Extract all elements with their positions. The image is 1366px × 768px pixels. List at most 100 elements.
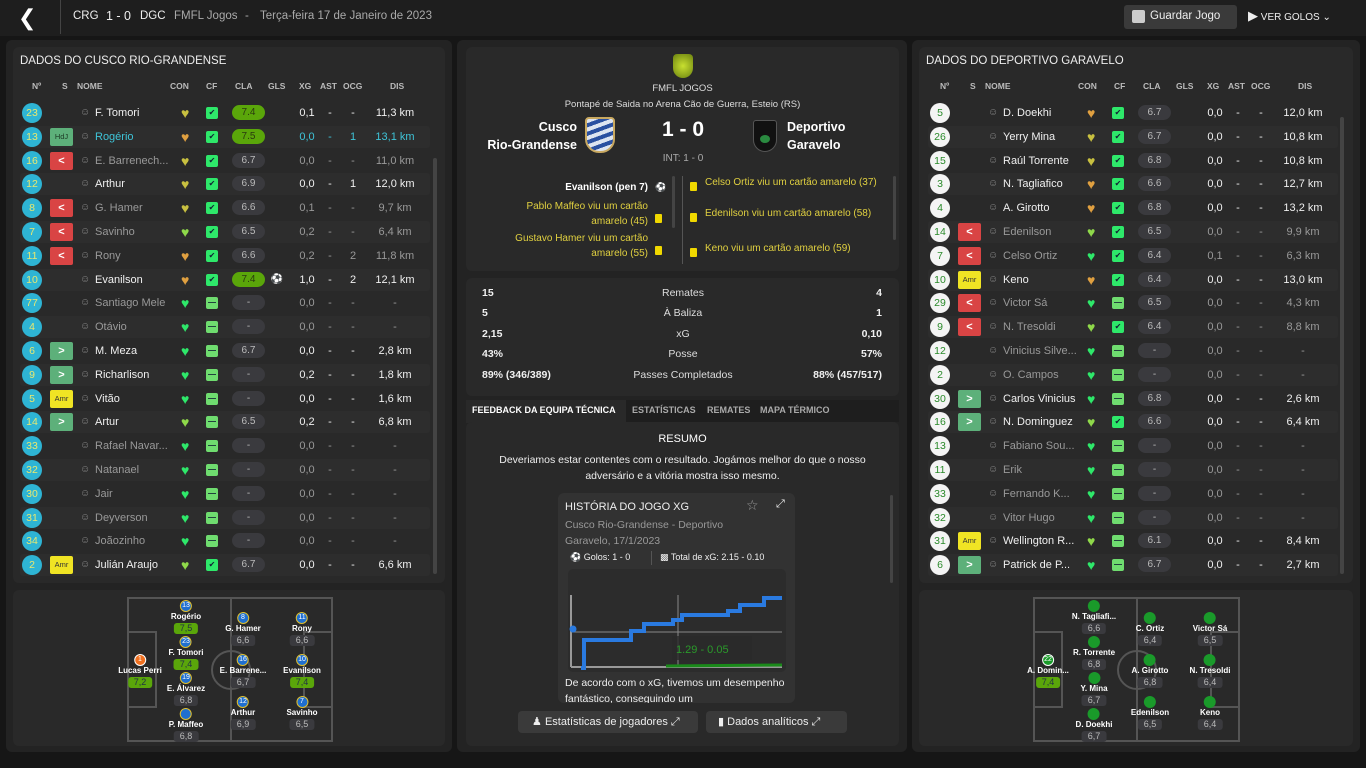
away-scrollbar[interactable] bbox=[1340, 117, 1344, 574]
column-header-xg[interactable]: XG bbox=[1207, 81, 1220, 91]
away-events-scrollbar[interactable] bbox=[893, 176, 896, 240]
player-name[interactable]: Richarlison bbox=[95, 368, 150, 381]
lineup-player[interactable]: Edenilson 6,5 bbox=[1131, 696, 1169, 730]
lineup-player[interactable]: 11 Rony 6,6 bbox=[289, 612, 315, 646]
player-name[interactable]: Edenilson bbox=[1003, 226, 1052, 238]
column-header-ast[interactable]: AST bbox=[1228, 81, 1245, 91]
player-name[interactable]: Fabiano Sou... bbox=[1003, 440, 1075, 453]
lineup-player[interactable]: P. Maffeo 6,8 bbox=[169, 708, 203, 742]
column-header-num[interactable]: Nº bbox=[940, 81, 950, 91]
lineup-player[interactable]: 7 Savinho 6,5 bbox=[286, 696, 318, 730]
lineup-player[interactable]: 13 Rogério 7,5 bbox=[171, 600, 201, 634]
lineup-player[interactable]: 10 Evanilson 7,4 bbox=[283, 654, 321, 688]
player-row[interactable]: 8 < ☺ G. Hamer ♥ ✔ 6.6 0,1 - - 9,7 km bbox=[20, 197, 430, 219]
player-name[interactable]: M. Meza bbox=[95, 345, 138, 357]
column-header-gls[interactable]: GLS bbox=[1176, 81, 1194, 91]
player-row[interactable]: 13 HdJ ☺ Rogério ♥ ✔ 7.5 0,0 - 1 13,1 km bbox=[20, 125, 430, 148]
player-row[interactable]: 6 > ☺ Patrick de P... ♥ — 6.7 0,0 - - 2,… bbox=[928, 554, 1338, 577]
column-header-con[interactable]: CON bbox=[170, 81, 189, 91]
player-row[interactable]: 10 Amr ☺ Keno ♥ ✔ 6.4 0,0 - - 13,0 km bbox=[928, 268, 1338, 291]
player-row[interactable]: 31 Amr ☺ Wellington R... ♥ — 6.1 0,0 - -… bbox=[928, 530, 1338, 552]
column-header-cla[interactable]: CLA bbox=[1143, 81, 1161, 91]
column-header-name[interactable]: NOME bbox=[77, 81, 103, 91]
tab-statistics[interactable]: ESTATÍSTICAS bbox=[632, 405, 696, 415]
away-team-name[interactable]: Deportivo Garavelo bbox=[787, 118, 897, 154]
player-name[interactable]: Fernando K... bbox=[1003, 487, 1070, 500]
player-name[interactable]: Artur bbox=[95, 416, 119, 429]
player-name[interactable]: Celso Ortiz bbox=[1003, 249, 1058, 262]
player-name[interactable]: Wellington R... bbox=[1003, 535, 1075, 548]
player-row[interactable]: 15 ☺ Raúl Torrente ♥ ✔ 6.8 0,0 - - 10,8 … bbox=[928, 150, 1338, 172]
feedback-scrollbar[interactable] bbox=[890, 495, 893, 583]
player-name[interactable]: D. Doekhi bbox=[1003, 107, 1052, 119]
player-name[interactable]: N. Tagliafico bbox=[1003, 178, 1063, 191]
player-name[interactable]: Jair bbox=[95, 487, 113, 500]
lineup-player[interactable]: N. Tresoldi 6,4 bbox=[1190, 654, 1230, 688]
player-name[interactable]: E. Barrenech... bbox=[95, 154, 169, 167]
analytics-button[interactable]: ▮ Dados analíticos ⤢ bbox=[706, 711, 847, 733]
player-row[interactable]: 29 < ☺ Victor Sá ♥ — 6.5 0,0 - - 4,3 km bbox=[928, 292, 1338, 314]
tab-heatmap[interactable]: MAPA TÉRMICO bbox=[760, 405, 830, 415]
player-name[interactable]: O. Campos bbox=[1003, 368, 1059, 381]
player-name[interactable]: N. Dominguez bbox=[1003, 416, 1073, 429]
player-stats-button[interactable]: ♟ Estatísticas de jogadores ⤢ bbox=[518, 711, 698, 733]
player-row[interactable]: 10 ☺ Evanilson ♥ ✔ 7.4 ⚽ 1,0 - 2 12,1 km bbox=[20, 268, 430, 291]
lineup-player[interactable]: Victor Sá 6,5 bbox=[1193, 612, 1227, 646]
player-name[interactable]: Victor Sá bbox=[1003, 297, 1048, 310]
player-name[interactable]: Patrick de P... bbox=[1003, 559, 1071, 572]
lineup-player[interactable]: A. Girotto 6,8 bbox=[1132, 654, 1168, 688]
player-row[interactable]: 32 ☺ Vitor Hugo ♥ — - 0,0 - - - bbox=[928, 506, 1338, 529]
competition-link[interactable]: FMFL Jogos bbox=[174, 10, 238, 22]
back-button[interactable]: ❮ bbox=[18, 5, 37, 30]
player-name[interactable]: Keno bbox=[1003, 273, 1029, 286]
lineup-player[interactable]: 8 G. Hamer 6,6 bbox=[225, 612, 261, 646]
star-icon[interactable]: ☆ bbox=[746, 497, 759, 513]
player-name[interactable]: Rogério bbox=[95, 130, 134, 143]
player-name[interactable]: Natanael bbox=[95, 464, 140, 476]
column-header-s[interactable]: S bbox=[62, 81, 68, 91]
view-goals-button[interactable]: ▶ VER GOLOS ⌄ bbox=[1248, 8, 1331, 24]
lineup-player[interactable]: 1 Lucas Perri 7,2 bbox=[118, 654, 162, 688]
player-name[interactable]: Raúl Torrente bbox=[1003, 154, 1069, 167]
player-name[interactable]: Joãozinho bbox=[95, 535, 146, 548]
player-name[interactable]: Deyverson bbox=[95, 511, 148, 524]
column-header-name[interactable]: NOME bbox=[985, 81, 1011, 91]
home-team-name[interactable]: Cusco Rio-Grandense bbox=[470, 118, 577, 154]
player-name[interactable]: Yerry Mina bbox=[1003, 130, 1056, 143]
lineup-player[interactable]: 22 A. Domin... 7,4 bbox=[1027, 654, 1069, 688]
lineup-player[interactable]: Y. Mina 6,7 bbox=[1080, 672, 1108, 706]
lineup-player[interactable]: Keno 6,4 bbox=[1197, 696, 1223, 730]
player-row[interactable]: 77 ☺ Santiago Mele ♥ — - 0,0 - - - bbox=[20, 292, 430, 314]
player-row[interactable]: 7 < ☺ Celso Ortiz ♥ ✔ 6.4 0,1 - - 6,3 km bbox=[928, 245, 1338, 267]
player-row[interactable]: 9 > ☺ Richarlison ♥ — - 0,2 - - 1,8 km bbox=[20, 363, 430, 386]
player-name[interactable]: Otávio bbox=[95, 321, 127, 334]
column-header-ocg[interactable]: OCG bbox=[1251, 81, 1271, 91]
player-name[interactable]: Savinho bbox=[95, 226, 135, 238]
player-row[interactable]: 16 > ☺ N. Dominguez ♥ ✔ 6.6 0,0 - - 6,4 … bbox=[928, 411, 1338, 434]
player-row[interactable]: 6 > ☺ M. Meza ♥ — 6.7 0,0 - - 2,8 km bbox=[20, 340, 430, 362]
player-row[interactable]: 16 < ☺ E. Barrenech... ♥ ✔ 6.7 0,0 - - 1… bbox=[20, 150, 430, 172]
column-header-ast[interactable]: AST bbox=[320, 81, 337, 91]
column-header-cla[interactable]: CLA bbox=[235, 81, 253, 91]
player-name[interactable]: Rafael Navar... bbox=[95, 440, 168, 453]
lineup-player[interactable]: C. Ortiz 6,4 bbox=[1136, 612, 1164, 646]
lineup-player[interactable]: N. Tagliafi... 6,6 bbox=[1072, 600, 1116, 634]
column-header-gls[interactable]: GLS bbox=[268, 81, 286, 91]
column-header-xg[interactable]: XG bbox=[299, 81, 312, 91]
column-header-num[interactable]: Nº bbox=[32, 81, 42, 91]
expand-icon[interactable]: ⤢ bbox=[776, 498, 785, 510]
player-row[interactable]: 5 Amr ☺ Vitão ♥ — - 0,0 - - 1,6 km bbox=[20, 388, 430, 410]
player-row[interactable]: 7 < ☺ Savinho ♥ ✔ 6.5 0,2 - - 6,4 km bbox=[20, 221, 430, 243]
player-row[interactable]: 14 < ☺ Edenilson ♥ ✔ 6.5 0,0 - - 9,9 km bbox=[928, 221, 1338, 243]
player-row[interactable]: 2 ☺ O. Campos ♥ — - 0,0 - - - bbox=[928, 363, 1338, 386]
player-row[interactable]: 5 ☺ D. Doekhi ♥ ✔ 6.7 0,0 - - 12,0 km bbox=[928, 102, 1338, 124]
player-row[interactable]: 2 Amr ☺ Julián Araujo ♥ ✔ 6.7 0,0 - - 6,… bbox=[20, 554, 430, 577]
player-name[interactable]: Carlos Vinicius bbox=[1003, 392, 1076, 405]
column-header-con[interactable]: CON bbox=[1078, 81, 1097, 91]
player-row[interactable]: 14 > ☺ Artur ♥ — 6.5 0,2 - - 6,8 km bbox=[20, 411, 430, 434]
player-row[interactable]: 30 > ☺ Carlos Vinicius ♥ — 6.8 0,0 - - 2… bbox=[928, 388, 1338, 410]
column-header-ocg[interactable]: OCG bbox=[343, 81, 363, 91]
player-row[interactable]: 11 < ☺ Rony ♥ ✔ 6.6 0,2 - 2 11,8 km bbox=[20, 245, 430, 267]
player-row[interactable]: 33 ☺ Rafael Navar... ♥ — - 0,0 - - - bbox=[20, 435, 430, 457]
lineup-player[interactable]: 19 E. Álvarez 6,8 bbox=[167, 672, 205, 706]
